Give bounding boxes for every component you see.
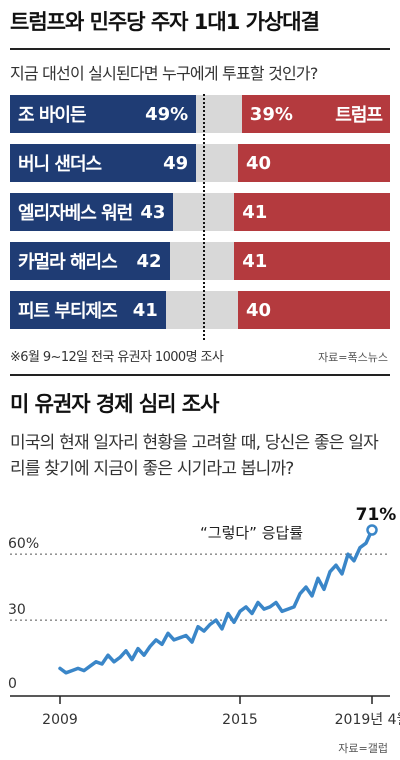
- x-tick-label: 2019년 4월: [335, 712, 400, 728]
- democrat-value-label: 43: [140, 201, 166, 223]
- survey-question: 미국의 현재 일자리 현황을 고려할 때, 당신은 좋은 일자리를 찾기에 지금…: [10, 433, 379, 479]
- bar-undecided-4: [165, 291, 238, 329]
- candidate-label: 엘리자베스 워런: [18, 203, 133, 224]
- section-title: 미 유권자 경제 심리 조사: [10, 392, 219, 416]
- bar-democrat-0: 조 바이든 49%: [10, 95, 197, 133]
- line-source: 자료=갤럽: [338, 742, 388, 755]
- democrat-value-label: 42: [136, 250, 162, 272]
- series-line: [58, 528, 374, 675]
- trump-value-label: 41: [242, 201, 268, 223]
- section-rule: [10, 374, 390, 376]
- trump-value-label: 39%: [249, 103, 293, 125]
- democrat-value-label: 41: [132, 299, 158, 321]
- title-rule: [10, 48, 390, 50]
- candidate-label: 피트 부티제즈: [18, 301, 118, 322]
- bar-democrat-3: 카멀라 해리스 42: [10, 242, 170, 280]
- trump-value-label: 40: [246, 152, 272, 174]
- bar-trump-4: 40: [238, 291, 390, 329]
- y-tick-label: 30: [8, 602, 26, 618]
- poll-question: 지금 대선이 실시된다면 누구에게 투표할 것인가?: [10, 64, 318, 83]
- y-tick-label: 60%: [8, 536, 39, 552]
- bar-democrat-1: 버니 샌더스 49: [10, 144, 197, 182]
- trump-value-label: 40: [246, 299, 272, 321]
- candidate-label: 조 바이든: [18, 105, 87, 126]
- candidate-label: 카멀라 해리스: [18, 252, 118, 273]
- chart-title: 트럼프와 민주당 주자 1대1 가상대결: [10, 10, 320, 34]
- poll-note: ※6월 9~12일 전국 유권자 1000명 조사: [10, 350, 224, 365]
- bar-democrat-2: 엘리자베스 워런 43: [10, 193, 174, 231]
- bar-democrat-4: 피트 부티제즈 41: [10, 291, 166, 329]
- half-divider: [203, 94, 205, 340]
- bar-trump-1: 40: [238, 144, 390, 182]
- bar-trump-0: 39% 트럼프: [241, 95, 390, 133]
- bar-trump-2: 41: [234, 193, 390, 231]
- bar-trump-3: 41: [234, 242, 390, 280]
- democrat-value-label: 49: [163, 152, 189, 174]
- series-label: “그렇다” 응답률: [200, 524, 303, 542]
- trump-value-label: 41: [242, 250, 268, 272]
- trump-series-label: 트럼프: [335, 105, 383, 126]
- x-tick-label: 2015: [222, 712, 258, 728]
- poll-source: 자료=폭스뉴스: [318, 351, 388, 364]
- endpoint-marker: [366, 524, 378, 536]
- democrat-value-label: 49%: [145, 103, 189, 125]
- candidate-label: 버니 샌더스: [18, 154, 102, 175]
- endpoint-value-label: 71%: [356, 505, 397, 525]
- bar-undecided-3: [169, 242, 235, 280]
- x-tick-label: 2009: [42, 712, 78, 728]
- y-tick-label: 0: [8, 676, 17, 692]
